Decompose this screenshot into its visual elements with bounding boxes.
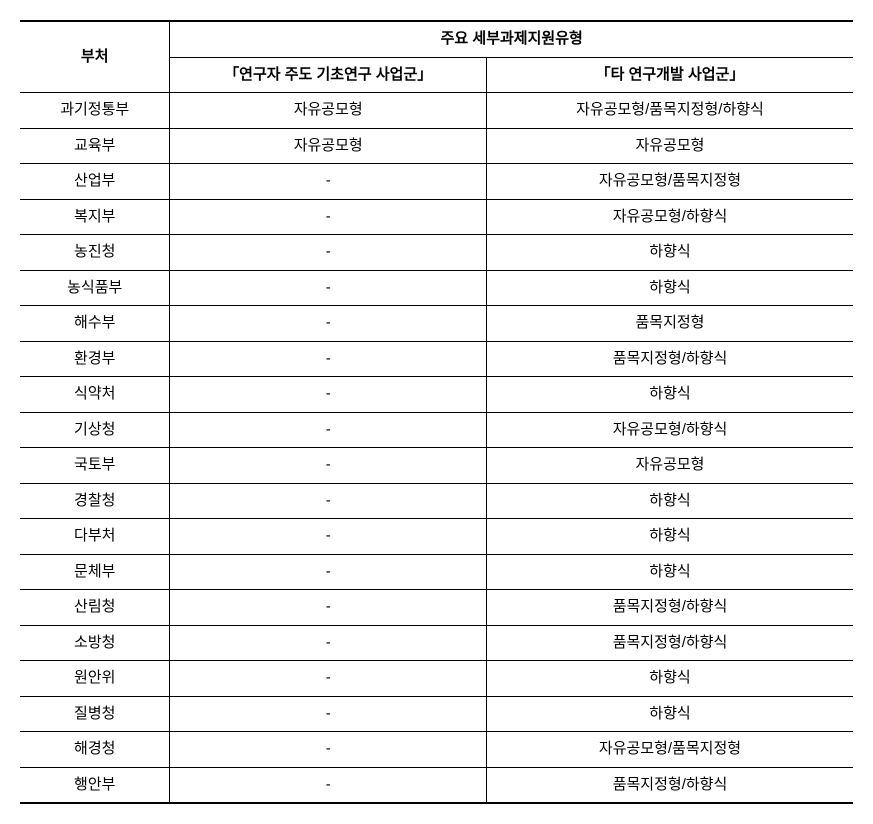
cell-col-b: 자유공모형/하향식 [486, 199, 853, 235]
cell-dept: 농식품부 [20, 270, 170, 306]
table-row: 교육부자유공모형자유공모형 [20, 128, 853, 164]
cell-dept: 복지부 [20, 199, 170, 235]
cell-col-b: 자유공모형/품목지정형/하향식 [486, 93, 853, 129]
cell-dept: 다부처 [20, 519, 170, 555]
table-container: 부처 주요 세부과제지원유형 「연구자 주도 기초연구 사업군」 「타 연구개발… [20, 20, 853, 804]
table-row: 원안위-하향식 [20, 661, 853, 697]
cell-dept: 국토부 [20, 448, 170, 484]
table-row: 질병청-하향식 [20, 696, 853, 732]
cell-dept: 기상청 [20, 412, 170, 448]
cell-col-a: - [170, 732, 487, 768]
table-row: 산업부-자유공모형/품목지정형 [20, 164, 853, 200]
cell-col-a: - [170, 199, 487, 235]
header-group: 주요 세부과제지원유형 [170, 21, 853, 57]
cell-col-a: - [170, 235, 487, 271]
header-row-1: 부처 주요 세부과제지원유형 [20, 21, 853, 57]
table-row: 행안부-품목지정형/하향식 [20, 767, 853, 803]
cell-col-a: - [170, 306, 487, 342]
header-dept: 부처 [20, 21, 170, 93]
cell-col-a: - [170, 270, 487, 306]
cell-col-b: 자유공모형/품목지정형 [486, 732, 853, 768]
cell-col-b: 품목지정형/하향식 [486, 625, 853, 661]
cell-col-b: 품목지정형/하향식 [486, 767, 853, 803]
cell-dept: 원안위 [20, 661, 170, 697]
cell-col-b: 자유공모형/품목지정형 [486, 164, 853, 200]
header-col-a: 「연구자 주도 기초연구 사업군」 [170, 57, 487, 93]
cell-col-b: 품목지정형 [486, 306, 853, 342]
cell-dept: 교육부 [20, 128, 170, 164]
cell-col-b: 하향식 [486, 519, 853, 555]
table-body: 과기정통부자유공모형자유공모형/품목지정형/하향식교육부자유공모형자유공모형산업… [20, 93, 853, 804]
cell-dept: 과기정통부 [20, 93, 170, 129]
cell-col-b: 자유공모형 [486, 448, 853, 484]
cell-col-a: - [170, 554, 487, 590]
table-row: 식약처-하향식 [20, 377, 853, 413]
cell-dept: 농진청 [20, 235, 170, 271]
cell-col-a: - [170, 377, 487, 413]
cell-col-a: - [170, 412, 487, 448]
cell-col-a: - [170, 519, 487, 555]
table-row: 복지부-자유공모형/하향식 [20, 199, 853, 235]
cell-col-b: 하향식 [486, 483, 853, 519]
cell-col-a: - [170, 696, 487, 732]
cell-dept: 질병청 [20, 696, 170, 732]
table-row: 소방청-품목지정형/하향식 [20, 625, 853, 661]
cell-col-b: 자유공모형 [486, 128, 853, 164]
cell-col-b: 하향식 [486, 235, 853, 271]
cell-col-a: - [170, 661, 487, 697]
cell-col-a: - [170, 448, 487, 484]
table-row: 환경부-품목지정형/하향식 [20, 341, 853, 377]
cell-col-a: - [170, 767, 487, 803]
table-row: 국토부-자유공모형 [20, 448, 853, 484]
cell-dept: 문체부 [20, 554, 170, 590]
table-row: 산림청-품목지정형/하향식 [20, 590, 853, 626]
cell-dept: 해수부 [20, 306, 170, 342]
cell-col-b: 하향식 [486, 554, 853, 590]
support-type-table: 부처 주요 세부과제지원유형 「연구자 주도 기초연구 사업군」 「타 연구개발… [20, 20, 853, 804]
cell-col-a: - [170, 625, 487, 661]
header-col-b: 「타 연구개발 사업군」 [486, 57, 853, 93]
cell-col-b: 품목지정형/하향식 [486, 590, 853, 626]
cell-col-a: - [170, 483, 487, 519]
cell-dept: 경찰청 [20, 483, 170, 519]
cell-dept: 식약처 [20, 377, 170, 413]
cell-col-b: 품목지정형/하향식 [486, 341, 853, 377]
cell-col-a: 자유공모형 [170, 128, 487, 164]
table-row: 농식품부-하향식 [20, 270, 853, 306]
table-row: 경찰청-하향식 [20, 483, 853, 519]
cell-col-b: 하향식 [486, 696, 853, 732]
table-row: 기상청-자유공모형/하향식 [20, 412, 853, 448]
cell-col-a: 자유공모형 [170, 93, 487, 129]
cell-dept: 행안부 [20, 767, 170, 803]
cell-col-b: 하향식 [486, 270, 853, 306]
table-row: 과기정통부자유공모형자유공모형/품목지정형/하향식 [20, 93, 853, 129]
cell-col-b: 자유공모형/하향식 [486, 412, 853, 448]
table-row: 문체부-하향식 [20, 554, 853, 590]
cell-dept: 산림청 [20, 590, 170, 626]
table-row: 해경청-자유공모형/품목지정형 [20, 732, 853, 768]
table-header: 부처 주요 세부과제지원유형 「연구자 주도 기초연구 사업군」 「타 연구개발… [20, 21, 853, 93]
cell-col-a: - [170, 590, 487, 626]
cell-dept: 해경청 [20, 732, 170, 768]
cell-col-a: - [170, 341, 487, 377]
cell-col-a: - [170, 164, 487, 200]
table-row: 다부처-하향식 [20, 519, 853, 555]
table-row: 농진청-하향식 [20, 235, 853, 271]
cell-col-b: 하향식 [486, 377, 853, 413]
cell-col-b: 하향식 [486, 661, 853, 697]
cell-dept: 환경부 [20, 341, 170, 377]
cell-dept: 소방청 [20, 625, 170, 661]
cell-dept: 산업부 [20, 164, 170, 200]
table-row: 해수부-품목지정형 [20, 306, 853, 342]
